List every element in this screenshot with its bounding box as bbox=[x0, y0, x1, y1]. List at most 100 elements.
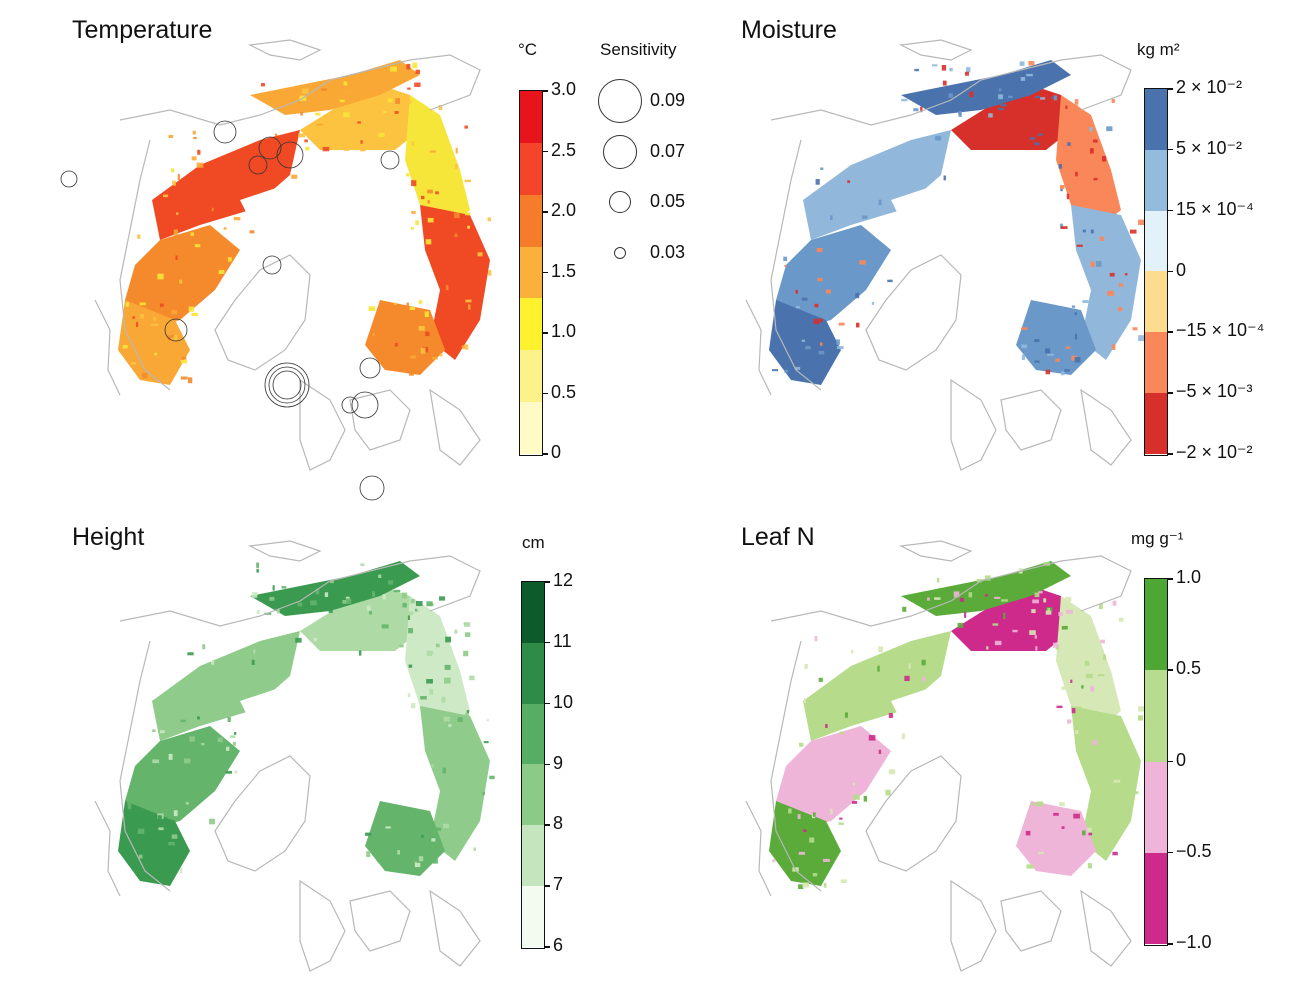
land-texture bbox=[414, 608, 419, 612]
land-texture bbox=[189, 736, 195, 742]
land-texture bbox=[1031, 609, 1036, 614]
sensitivity-site-circle bbox=[359, 357, 381, 379]
land-texture bbox=[836, 339, 840, 345]
colorbar-segment bbox=[522, 642, 544, 704]
land-texture bbox=[772, 859, 776, 863]
land-texture bbox=[432, 858, 438, 864]
land-region bbox=[365, 300, 445, 375]
land-texture bbox=[1066, 719, 1072, 724]
land-texture bbox=[1020, 327, 1028, 331]
land-texture bbox=[1018, 610, 1022, 617]
land-texture bbox=[892, 175, 900, 180]
colorbar-tick-mark bbox=[544, 885, 550, 887]
land-texture bbox=[1071, 708, 1076, 714]
coastline bbox=[214, 254, 311, 371]
land-texture bbox=[274, 133, 278, 137]
land-texture bbox=[368, 306, 376, 312]
land-texture bbox=[297, 602, 303, 607]
land-texture bbox=[173, 229, 178, 236]
non-data-area bbox=[240, 180, 380, 270]
coastline bbox=[349, 389, 411, 451]
sensitivity-site-circle bbox=[341, 396, 359, 414]
land-texture bbox=[260, 83, 265, 87]
land-texture bbox=[823, 882, 827, 888]
land-texture bbox=[415, 69, 421, 74]
colorbar-tick-mark bbox=[544, 702, 550, 705]
colorbar-segment bbox=[522, 764, 544, 826]
land-texture bbox=[225, 770, 233, 774]
land-texture bbox=[1055, 358, 1060, 362]
land-texture bbox=[454, 233, 458, 237]
land-texture bbox=[1001, 599, 1008, 602]
colorbar-tick-label: −0.5 bbox=[1176, 840, 1212, 861]
land-texture bbox=[888, 769, 896, 775]
land-texture bbox=[132, 316, 136, 319]
land-texture bbox=[1009, 109, 1016, 113]
land-texture bbox=[948, 93, 953, 98]
sensitivity-legend-title: Sensitivity bbox=[600, 40, 677, 59]
coastline bbox=[1000, 890, 1062, 952]
land-texture bbox=[913, 108, 919, 112]
land-texture bbox=[454, 164, 458, 170]
land-texture bbox=[904, 675, 910, 682]
land-texture bbox=[1052, 642, 1059, 648]
land-texture bbox=[173, 810, 178, 817]
land-texture bbox=[451, 218, 459, 222]
land-texture bbox=[185, 802, 189, 805]
coastline bbox=[770, 54, 1132, 126]
land-texture bbox=[411, 211, 416, 214]
land-region bbox=[125, 225, 240, 330]
land-texture bbox=[1128, 776, 1135, 779]
land-texture bbox=[421, 834, 424, 838]
colorbar-segment bbox=[520, 194, 542, 247]
land-texture bbox=[383, 110, 386, 114]
land-texture bbox=[817, 277, 823, 282]
land-texture bbox=[1118, 617, 1124, 622]
land-texture bbox=[1137, 715, 1143, 721]
colorbar-tick-mark bbox=[1167, 270, 1173, 272]
land-texture bbox=[430, 641, 436, 646]
sensitivity-site-circle bbox=[262, 255, 282, 275]
colorbar-tick-mark bbox=[1167, 578, 1173, 580]
colorbar-unit: cm bbox=[522, 533, 545, 552]
land-texture bbox=[408, 664, 413, 668]
land-texture bbox=[1074, 99, 1079, 105]
land-texture bbox=[1047, 353, 1054, 356]
colorbar-tick-label: 15 × 10⁻⁴ bbox=[1176, 198, 1254, 219]
land-texture bbox=[885, 789, 891, 796]
land-texture bbox=[855, 292, 860, 299]
land-texture bbox=[804, 663, 808, 670]
land-texture bbox=[320, 88, 327, 92]
land-texture bbox=[464, 125, 468, 129]
land-region bbox=[1056, 95, 1121, 230]
land-region bbox=[776, 726, 891, 831]
land-texture bbox=[1020, 77, 1026, 81]
sensitivity-site-circle bbox=[60, 170, 78, 188]
land-texture bbox=[1026, 73, 1033, 77]
land-texture bbox=[931, 64, 938, 67]
land-texture bbox=[269, 597, 275, 601]
land-texture bbox=[1084, 660, 1090, 666]
land-texture bbox=[411, 180, 417, 187]
land-texture bbox=[410, 703, 416, 709]
land-texture bbox=[838, 822, 844, 825]
colorbar-segment bbox=[1145, 761, 1167, 853]
land-texture bbox=[138, 854, 143, 859]
land-texture bbox=[437, 653, 442, 656]
land-texture bbox=[159, 303, 164, 307]
land-texture bbox=[211, 660, 215, 665]
land-texture bbox=[464, 622, 471, 627]
non-data-area bbox=[240, 681, 380, 771]
land-texture bbox=[914, 68, 920, 72]
land-texture bbox=[812, 812, 816, 817]
land-texture bbox=[1034, 339, 1040, 343]
colorbar-tick-label: −5 × 10⁻³ bbox=[1176, 381, 1253, 402]
land-region bbox=[951, 586, 1071, 651]
land-texture bbox=[964, 71, 969, 76]
colorbar-temperature bbox=[519, 90, 543, 456]
land-texture bbox=[1075, 730, 1079, 735]
land-texture bbox=[393, 589, 401, 593]
coastline bbox=[898, 540, 973, 562]
land-texture bbox=[439, 596, 446, 601]
land-texture bbox=[834, 238, 838, 243]
